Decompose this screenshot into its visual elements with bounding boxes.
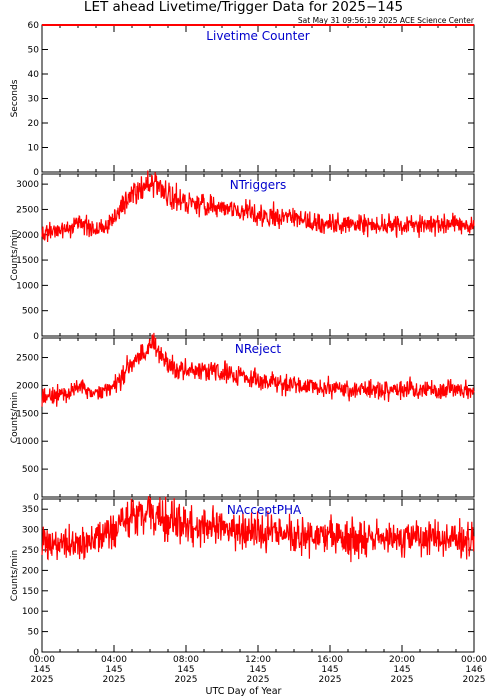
x-tick-label: 146 <box>465 665 482 675</box>
y-tick-label: 300 <box>22 526 39 536</box>
y-tick-label: 2500 <box>16 205 39 215</box>
x-tick-label: 04:00 <box>101 655 127 665</box>
panel-title: NReject <box>235 342 281 356</box>
series-line <box>41 332 475 407</box>
y-tick-label: 60 <box>28 21 40 31</box>
panel-title: NTriggers <box>230 178 287 192</box>
y-tick-label: 100 <box>22 607 39 617</box>
y-tick-label: 350 <box>22 505 39 515</box>
x-tick-label: 145 <box>321 665 338 675</box>
y-tick-label: 10 <box>28 144 40 154</box>
x-tick-label: 2025 <box>463 675 486 685</box>
y-tick-label: 1000 <box>16 437 39 447</box>
x-tick-label: 16:00 <box>317 655 343 665</box>
y-axis-label: Counts/min <box>10 550 20 601</box>
x-tick-label: 12:00 <box>245 655 271 665</box>
x-tick-label: 2025 <box>175 675 198 685</box>
y-tick-label: 20 <box>28 119 40 129</box>
chart-subtitle: Sat May 31 09:56:19 2025 ACE Science Cen… <box>297 16 474 25</box>
panel-frame <box>41 337 475 498</box>
y-axis-label: Seconds <box>10 79 20 117</box>
y-tick-label: 2500 <box>16 354 39 364</box>
y-tick-label: 0 <box>33 332 39 342</box>
x-tick-label: 2025 <box>247 675 270 685</box>
x-tick-label: 00:00 <box>461 655 487 665</box>
y-tick-label: 2000 <box>16 231 39 241</box>
y-tick-label: 0 <box>33 493 39 503</box>
x-tick-label: 145 <box>393 665 410 675</box>
x-tick-label: 00:00 <box>29 655 55 665</box>
y-tick-label: 0 <box>33 648 39 658</box>
panel-frame <box>41 173 475 337</box>
y-tick-label: 0 <box>33 168 39 178</box>
y-tick-label: 200 <box>22 566 39 576</box>
y-tick-label: 250 <box>22 546 39 556</box>
y-tick-label: 50 <box>28 46 40 56</box>
x-tick-label: 20:00 <box>389 655 415 665</box>
x-tick-label: 08:00 <box>173 655 199 665</box>
series-line <box>41 496 475 563</box>
chart-title: LET ahead Livetime/Trigger Data for 2025… <box>83 0 404 15</box>
y-tick-label: 1500 <box>16 256 39 266</box>
y-axis-label: Counts/min <box>10 229 20 280</box>
y-tick-label: 500 <box>22 465 39 475</box>
y-axis-label: Counts/min <box>10 392 20 443</box>
y-tick-label: 1500 <box>16 409 39 419</box>
x-tick-label: 2025 <box>319 675 342 685</box>
y-tick-label: 150 <box>22 587 39 597</box>
y-tick-label: 3000 <box>16 180 39 190</box>
x-tick-label: 2025 <box>31 675 54 685</box>
x-tick-label: 145 <box>249 665 266 675</box>
y-tick-label: 50 <box>28 628 40 638</box>
y-tick-label: 30 <box>28 95 40 105</box>
panel-title: Livetime Counter <box>206 29 309 43</box>
x-tick-label: 145 <box>105 665 122 675</box>
y-tick-label: 40 <box>28 70 40 80</box>
x-tick-label: 145 <box>33 665 50 675</box>
y-tick-label: 2000 <box>16 381 39 391</box>
panel-frame <box>41 24 475 173</box>
x-axis-label: UTC Day of Year <box>205 686 282 697</box>
x-tick-label: 2025 <box>103 675 126 685</box>
series-line <box>41 170 475 243</box>
y-tick-label: 500 <box>22 307 39 317</box>
y-tick-label: 1000 <box>16 281 39 291</box>
x-tick-label: 145 <box>177 665 194 675</box>
x-tick-label: 2025 <box>391 675 414 685</box>
panel-title: NAcceptPHA <box>227 503 302 517</box>
